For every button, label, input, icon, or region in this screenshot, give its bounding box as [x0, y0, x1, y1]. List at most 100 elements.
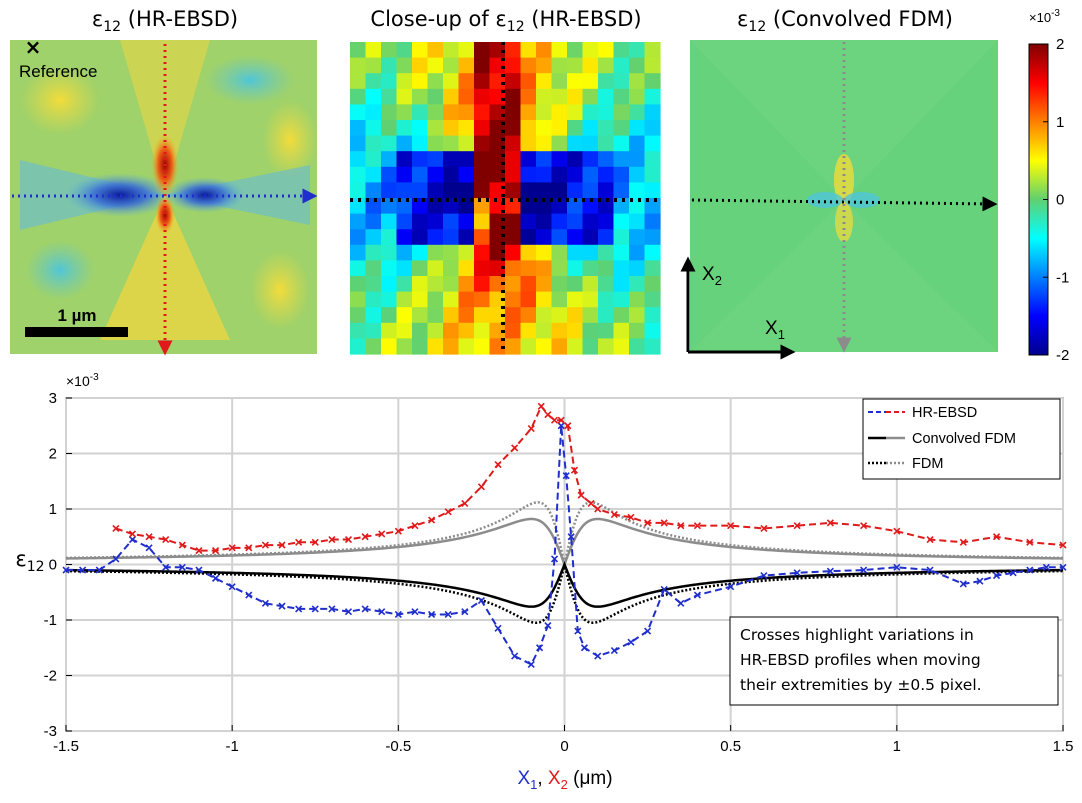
y-tick-label: -3 [44, 723, 57, 740]
hr-ebsd-x2-cross-point [660, 519, 668, 527]
x-tick-label: -1 [225, 738, 238, 755]
y-tick-label: 1 [49, 501, 57, 518]
hr-ebsd-x2-cross-point [564, 422, 572, 430]
y-tick-label: 3 [49, 390, 57, 407]
hr-ebsd-x2-cross-point [361, 533, 369, 541]
hr-ebsd-x2-cross-point [893, 527, 901, 535]
hr-ebsd-x2-cross-point [826, 519, 834, 527]
hr-ebsd-x1-cross-point [79, 566, 87, 574]
y-tick-label: 2 [49, 446, 57, 463]
hr-ebsd-x2-cross-point [992, 533, 1001, 541]
hr-ebsd-x1-cross-point [677, 599, 685, 607]
hr-ebsd-x1-cross-point [860, 566, 868, 574]
colorbar-tick-label: 2 [1056, 36, 1064, 53]
scale-bar-label: 1 µm [57, 306, 96, 325]
y-axis-label: ε12 [15, 547, 44, 575]
fdm-x1-arrow [691, 196, 998, 212]
hr-ebsd-x2-cross-point [860, 522, 868, 530]
hr-ebsd-x1-cross-point [893, 563, 901, 571]
hr-ebsd-x1-cross-point [527, 660, 535, 668]
hr-ebsd-x2-cross-point [444, 508, 452, 516]
hr-ebsd-x2-cross-point [577, 491, 585, 499]
hr-ebsd-x1-cross-point [477, 597, 485, 605]
hr-ebsd-x2-cross-point [228, 544, 236, 552]
hr-ebsd-x1-cross-point [211, 574, 220, 582]
hr-ebsd-x2-cross-point [261, 541, 269, 549]
hr-ebsd-x2-cross-point [594, 505, 602, 513]
hr-ebsd-x1-cross-point [361, 605, 369, 613]
hr-ebsd-x2-cross-point [550, 416, 559, 424]
hr-ebsd-x1-cross-point [428, 610, 436, 619]
hr-ebsd-x2-cross-point [644, 519, 652, 527]
x-tick-label: 0 [560, 738, 568, 755]
y-tick-label: -2 [44, 668, 57, 685]
hr-ebsd-x2-cross-point [378, 530, 386, 538]
hr-ebsd-x1-cross-point [959, 580, 967, 588]
hr-ebsd-x1-line [66, 425, 1063, 666]
hr-ebsd-x1-cross-point [145, 544, 153, 552]
x-tick-label: -1.5 [53, 738, 79, 755]
map-convolved-fdm: ε12 (Convolved FDM) X2 X1 [680, 7, 998, 360]
annotation-line-3: their extremities by ±0.5 pixel. [740, 676, 982, 694]
hr-ebsd-x1-cross-point [311, 605, 319, 613]
hr-ebsd-x2-cross-point [344, 535, 353, 544]
hr-ebsd-x2-cross-point [557, 416, 565, 424]
x-tick-label: 1 [893, 738, 901, 755]
x2-axis-glyph-label: X2 [702, 264, 722, 288]
hr-ebsd-x1-cross-point [328, 605, 336, 613]
hr-ebsd-x2-cross-point [411, 522, 419, 530]
hr-ebsd-x1-cross-point [444, 610, 452, 619]
reference-label: Reference [19, 62, 97, 81]
hr-ebsd-x1-cross-point [62, 566, 70, 574]
annotation-line-2: HR-EBSD profiles when moving [740, 651, 981, 669]
hr-ebsd-x2-cross-point [211, 547, 220, 555]
hr-ebsd-x1-cross-point [278, 602, 286, 610]
hr-ebsd-x2-cross-point [328, 535, 336, 544]
hr-ebsd-x1-cross-point [760, 572, 768, 580]
hr-ebsd-x2-cross-point [926, 535, 934, 544]
hr-ebsd-x2-cross-point [278, 541, 286, 549]
hr-ebsd-x1-cross-point [128, 535, 137, 544]
hr-ebsd-x2-cross-point [145, 533, 153, 541]
legend-hr-ebsd: HR-EBSD [912, 405, 977, 421]
legend-fdm: FDM [912, 456, 943, 472]
map3-title: ε12 (Convolved FDM) [737, 7, 953, 35]
plot-exponent: ×10-3 [66, 372, 99, 389]
hr-ebsd-x1-cross-point [793, 569, 801, 577]
hr-ebsd-x2-cross-point [112, 524, 120, 532]
hr-ebsd-x1-cross-point [245, 591, 253, 599]
convolved-fdm-x1-curve [65, 561, 1064, 608]
hr-ebsd-x2-cross-point [537, 402, 545, 410]
hr-ebsd-x1-cross-point [411, 608, 419, 616]
hr-ebsd-x2-cross-point [311, 538, 319, 546]
hr-ebsd-x2-cross-point [727, 522, 735, 530]
hr-ebsd-x1-cross-point [1042, 563, 1050, 571]
hr-ebsd-x2-cross-point [477, 483, 485, 491]
legend-convolved-fdm: Convolved FDM [912, 431, 1016, 447]
colorbar-tick-label: 1 [1056, 114, 1064, 131]
hr-ebsd-x1-cross-point [557, 422, 565, 430]
hr-ebsd-x1-cross-point [195, 566, 203, 574]
map1-title: ε12 (HR-EBSD) [92, 7, 238, 35]
hr-ebsd-x1-cross-point [261, 599, 269, 607]
hr-ebsd-x2-cross-point [494, 461, 502, 469]
map-close-up: Close-up of ε12 (HR-EBSD) [350, 7, 661, 355]
x-tick-label: 1.5 [1053, 738, 1074, 755]
hr-ebsd-x1-cross-point [693, 591, 701, 599]
hr-ebsd-x2-cross-point [1059, 541, 1067, 549]
hr-ebsd-x1-cross-point [536, 644, 544, 652]
hr-ebsd-x2-cross-point [760, 524, 768, 532]
hr-ebsd-x1-cross-point [1059, 563, 1067, 571]
hr-ebsd-x1-cross-point [826, 567, 834, 575]
hr-ebsd-x2-cross-point [527, 424, 535, 433]
hr-ebsd-x1-cross-point [461, 608, 469, 616]
hr-ebsd-x2-cross-point [587, 499, 595, 508]
hr-ebsd-x1-cross-point [594, 652, 602, 660]
hr-ebsd-x1-cross-point [627, 638, 635, 646]
x-tick-label: 0.5 [720, 738, 741, 755]
hr-ebsd-x1-cross-point [494, 624, 502, 632]
hr-ebsd-x2-cross-point [511, 444, 519, 452]
legend: HR-EBSD Convolved FDM FDM [862, 398, 1061, 480]
colorbar: ×10-3 2 1 0 -1 -2 [1028, 8, 1069, 364]
x-axis-label: X1, X2 (μm) [517, 768, 612, 792]
